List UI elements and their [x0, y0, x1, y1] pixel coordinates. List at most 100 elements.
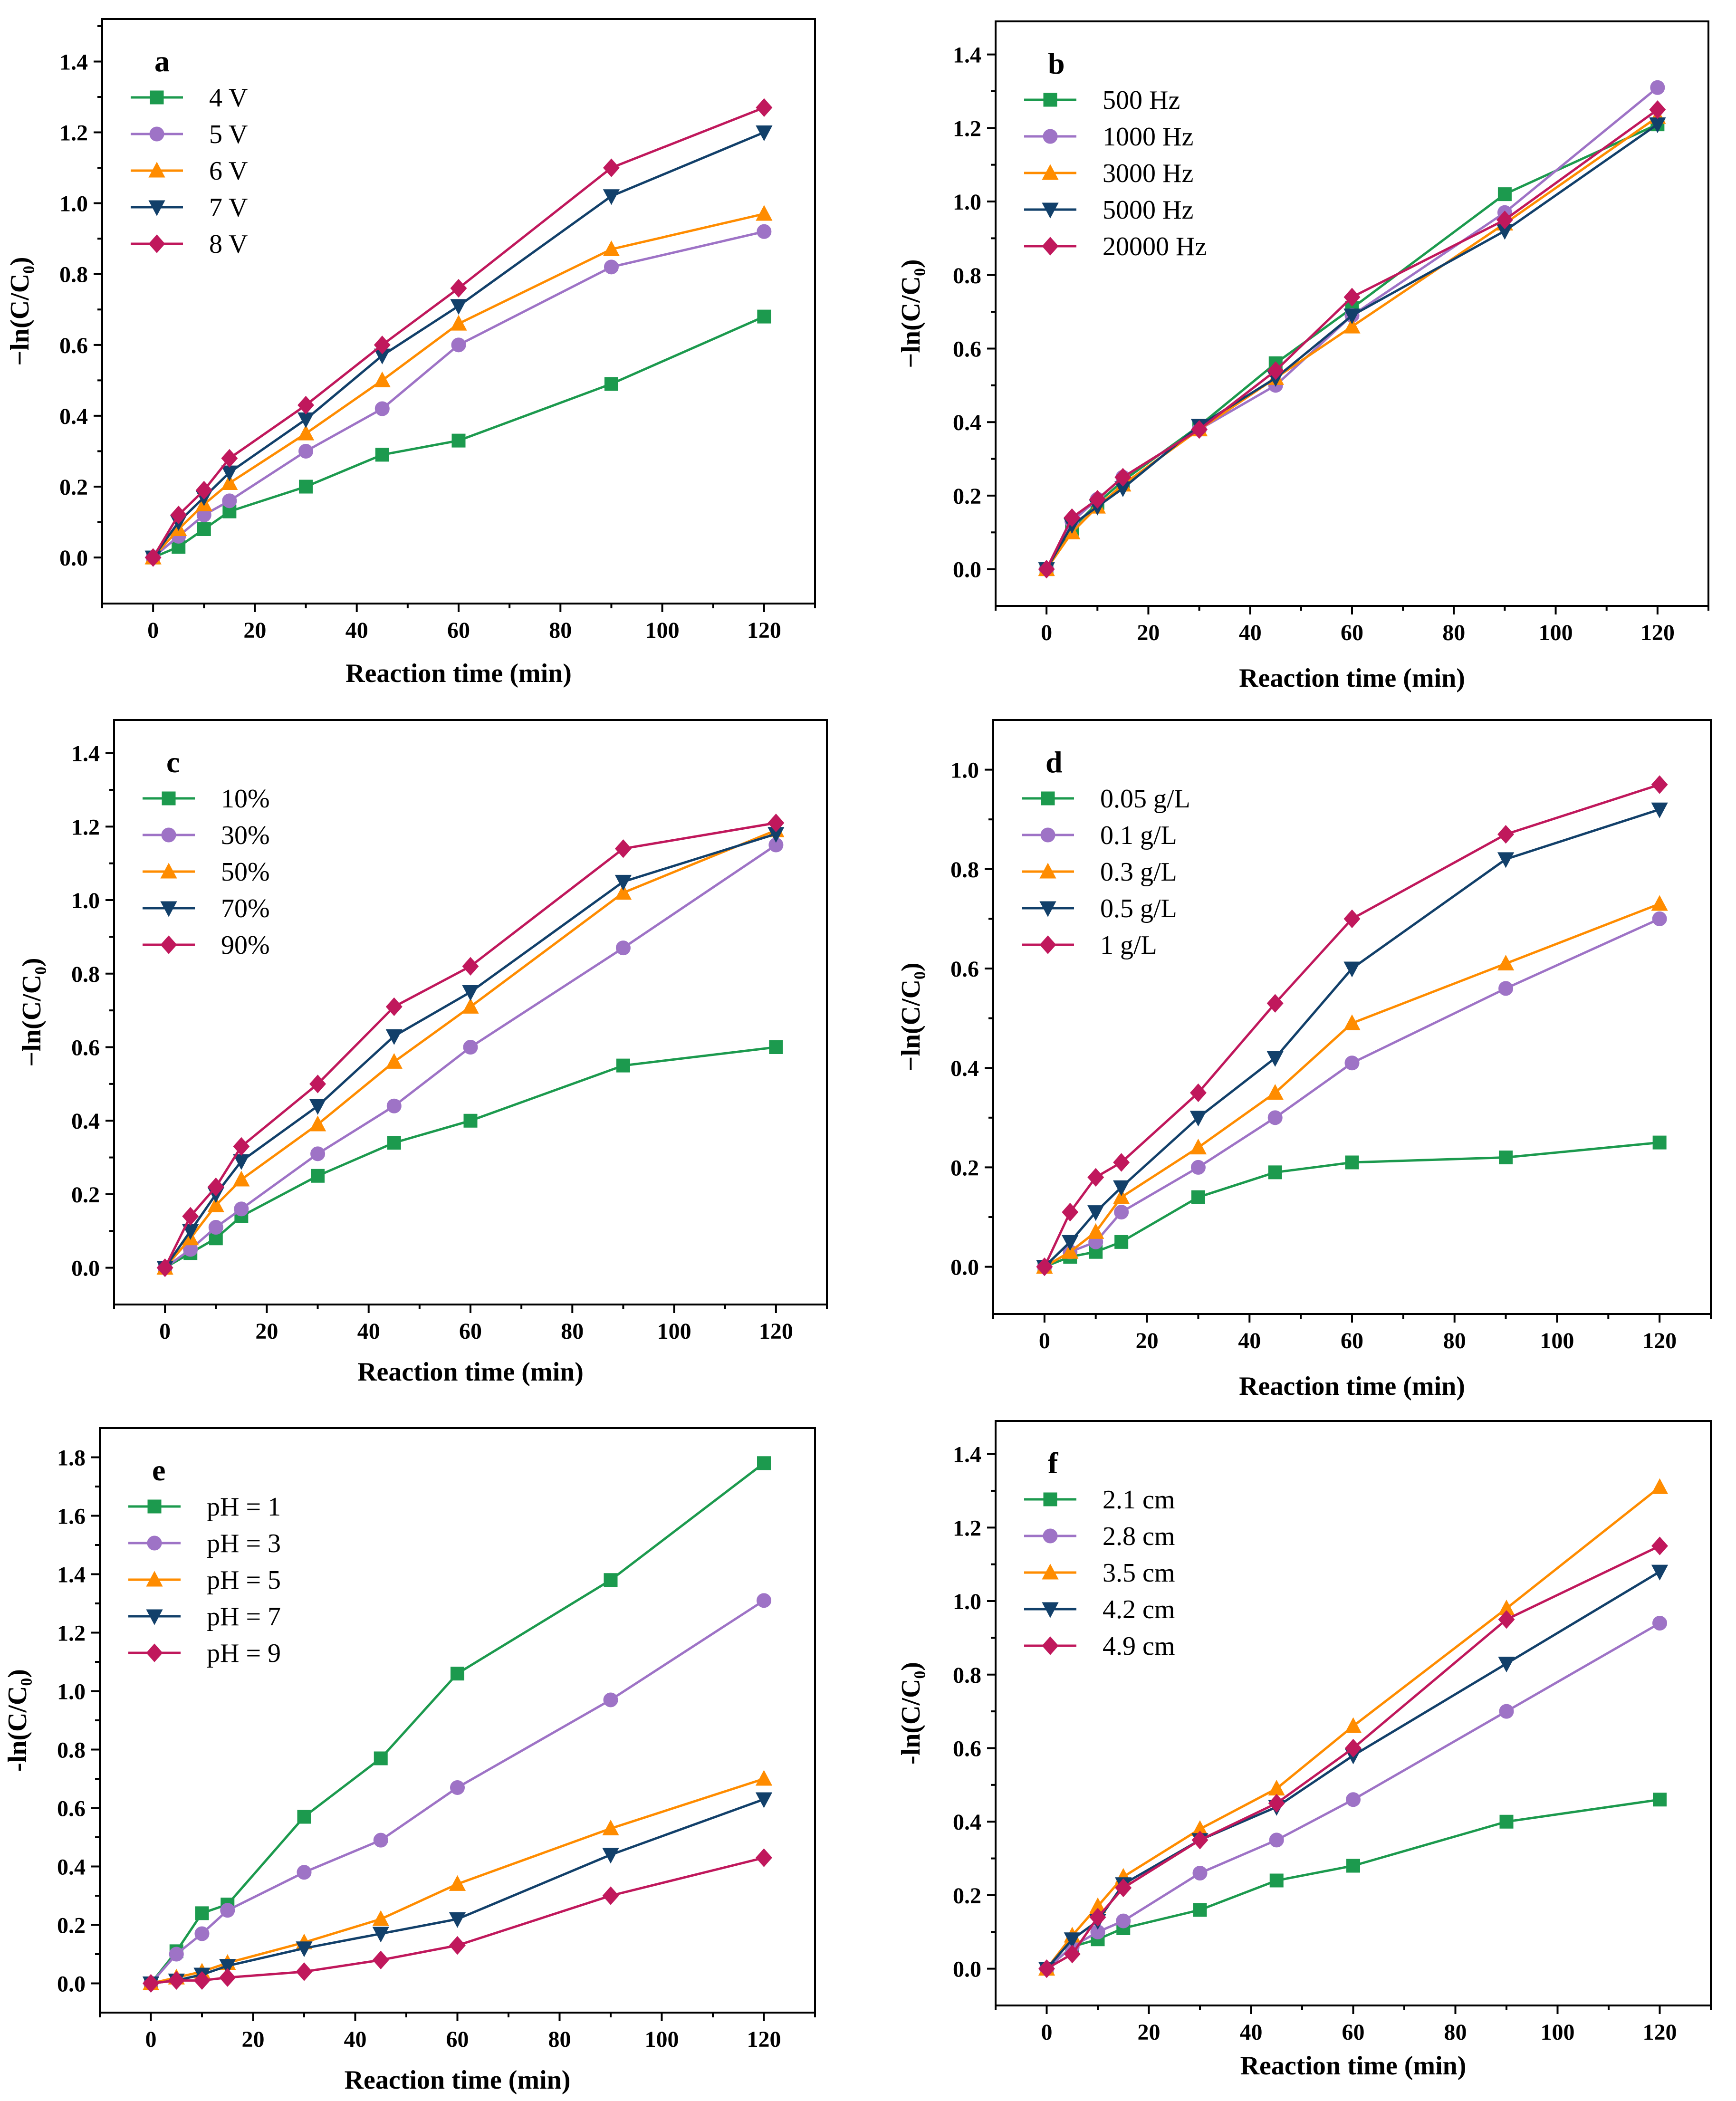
- legend-label: pH = 5: [207, 1565, 281, 1595]
- data-point: [1497, 825, 1515, 844]
- data-point: [1343, 961, 1361, 978]
- y-tick-label: 0.0: [950, 1255, 979, 1280]
- panel-label: e: [152, 1453, 165, 1487]
- x-tick-label: 80: [549, 618, 572, 643]
- y-tick-label: 1.2: [71, 815, 100, 840]
- legend-marker: [160, 863, 177, 879]
- data-point: [1652, 911, 1667, 926]
- series-line-0: [164, 1046, 777, 1269]
- data-point: [1115, 1878, 1132, 1898]
- data-point: [450, 1780, 465, 1795]
- legend-marker: [1042, 164, 1059, 180]
- data-point: [1345, 1155, 1359, 1170]
- legend-marker: [1042, 1564, 1059, 1580]
- y-tick-label: 1.0: [57, 1679, 86, 1705]
- data-point: [219, 1968, 236, 1987]
- chart-panel-e: 0 20 40 60 80 100 120 0.0 0.2 0.4 0.6 0.8 1.0 1.2 1.4 1…: [3, 1427, 816, 2095]
- data-point: [1499, 1814, 1514, 1829]
- y-tick-label: 1.8: [57, 1446, 86, 1471]
- data-point: [144, 548, 162, 567]
- data-point: [1651, 1564, 1669, 1581]
- x-tick-label: 120: [747, 618, 781, 643]
- y-tick-label: 0.2: [59, 475, 88, 500]
- data-point: [451, 433, 466, 448]
- data-point: [756, 125, 773, 142]
- x-tick-label: 40: [344, 2027, 367, 2052]
- data-point: [602, 1819, 619, 1836]
- data-point: [1062, 1243, 1079, 1259]
- data-point: [1191, 420, 1208, 439]
- x-axis-label: Reaction time (min): [357, 1357, 584, 1387]
- x-tick-label: 0: [159, 1319, 171, 1344]
- data-point: [219, 1959, 236, 1975]
- legend-marker: [160, 901, 177, 917]
- legend-label: 20000 Hz: [1103, 232, 1207, 261]
- y-tick-label: 0.4: [953, 410, 981, 435]
- y-tick-label: 1.4: [71, 741, 100, 767]
- data-point: [756, 205, 773, 221]
- data-point: [143, 1974, 159, 1993]
- data-point: [1189, 1083, 1207, 1103]
- legend-marker: [148, 200, 165, 216]
- data-point: [1650, 80, 1665, 95]
- data-point: [1089, 490, 1106, 509]
- y-axis-label: -ln(C/C₀): [896, 1662, 926, 1765]
- data-point: [755, 1792, 773, 1808]
- data-point: [603, 240, 620, 257]
- x-tick-label: 100: [1541, 2020, 1575, 2045]
- data-point: [373, 1832, 388, 1848]
- data-point: [1113, 1180, 1130, 1196]
- data-point: [614, 884, 632, 900]
- x-tick-label: 40: [357, 1319, 380, 1344]
- data-point: [1498, 981, 1514, 996]
- legend-label: 7 V: [209, 193, 248, 222]
- x-tick-label: 100: [645, 618, 680, 643]
- x-tick-label: 100: [657, 1319, 691, 1344]
- data-point: [374, 401, 390, 416]
- x-tick-label: 80: [1443, 1328, 1466, 1353]
- x-tick-label: 60: [459, 1319, 482, 1344]
- x-tick-label: 40: [1240, 2020, 1263, 2045]
- data-point: [1343, 1014, 1361, 1030]
- data-point: [1651, 895, 1668, 911]
- y-axis-label: −ln(C/C₀): [17, 958, 47, 1066]
- chart-panel-c: 0 20 40 60 80 100 120 0.0 0.2 0.4 0.6 0.8 1.0 1.2 1.4 R…: [17, 719, 828, 1387]
- y-tick-label: 0.2: [950, 1155, 979, 1180]
- panel-label: c: [166, 745, 180, 779]
- data-point: [1038, 1959, 1055, 1978]
- data-point: [372, 1910, 389, 1926]
- y-tick-label: 1.0: [950, 758, 979, 783]
- data-point: [449, 1936, 466, 1955]
- y-tick-label: 0.6: [953, 1736, 981, 1761]
- panel-label: d: [1045, 745, 1063, 779]
- data-point: [1343, 288, 1361, 307]
- data-point: [233, 1137, 250, 1156]
- data-point: [1343, 909, 1361, 929]
- data-point: [222, 493, 237, 508]
- data-point: [1499, 1151, 1513, 1164]
- x-tick-label: 120: [1643, 2020, 1677, 2045]
- x-tick-label: 40: [345, 618, 368, 643]
- y-tick-label: 0.6: [59, 333, 88, 358]
- data-point: [1497, 852, 1515, 868]
- y-tick-label: 0.0: [953, 1957, 981, 1982]
- legend-marker: [146, 1571, 163, 1587]
- data-point: [207, 1177, 224, 1197]
- data-point: [615, 940, 631, 956]
- data-point: [1499, 1704, 1514, 1719]
- series-line-0: [1045, 1798, 1660, 1970]
- data-point: [1653, 1793, 1667, 1807]
- legend-label: 6 V: [209, 156, 248, 186]
- legend-label: pH = 3: [207, 1529, 281, 1558]
- data-point: [296, 1962, 313, 1981]
- data-point: [1344, 1055, 1360, 1071]
- data-point: [311, 1169, 325, 1183]
- y-tick-label: 0.6: [57, 1796, 86, 1822]
- legend-marker: [1039, 935, 1056, 954]
- data-point: [1269, 1873, 1284, 1888]
- legend-marker: [1042, 1602, 1059, 1618]
- data-point: [1652, 1615, 1667, 1631]
- legend-label: 1 g/L: [1100, 931, 1157, 960]
- data-point: [1113, 1188, 1130, 1204]
